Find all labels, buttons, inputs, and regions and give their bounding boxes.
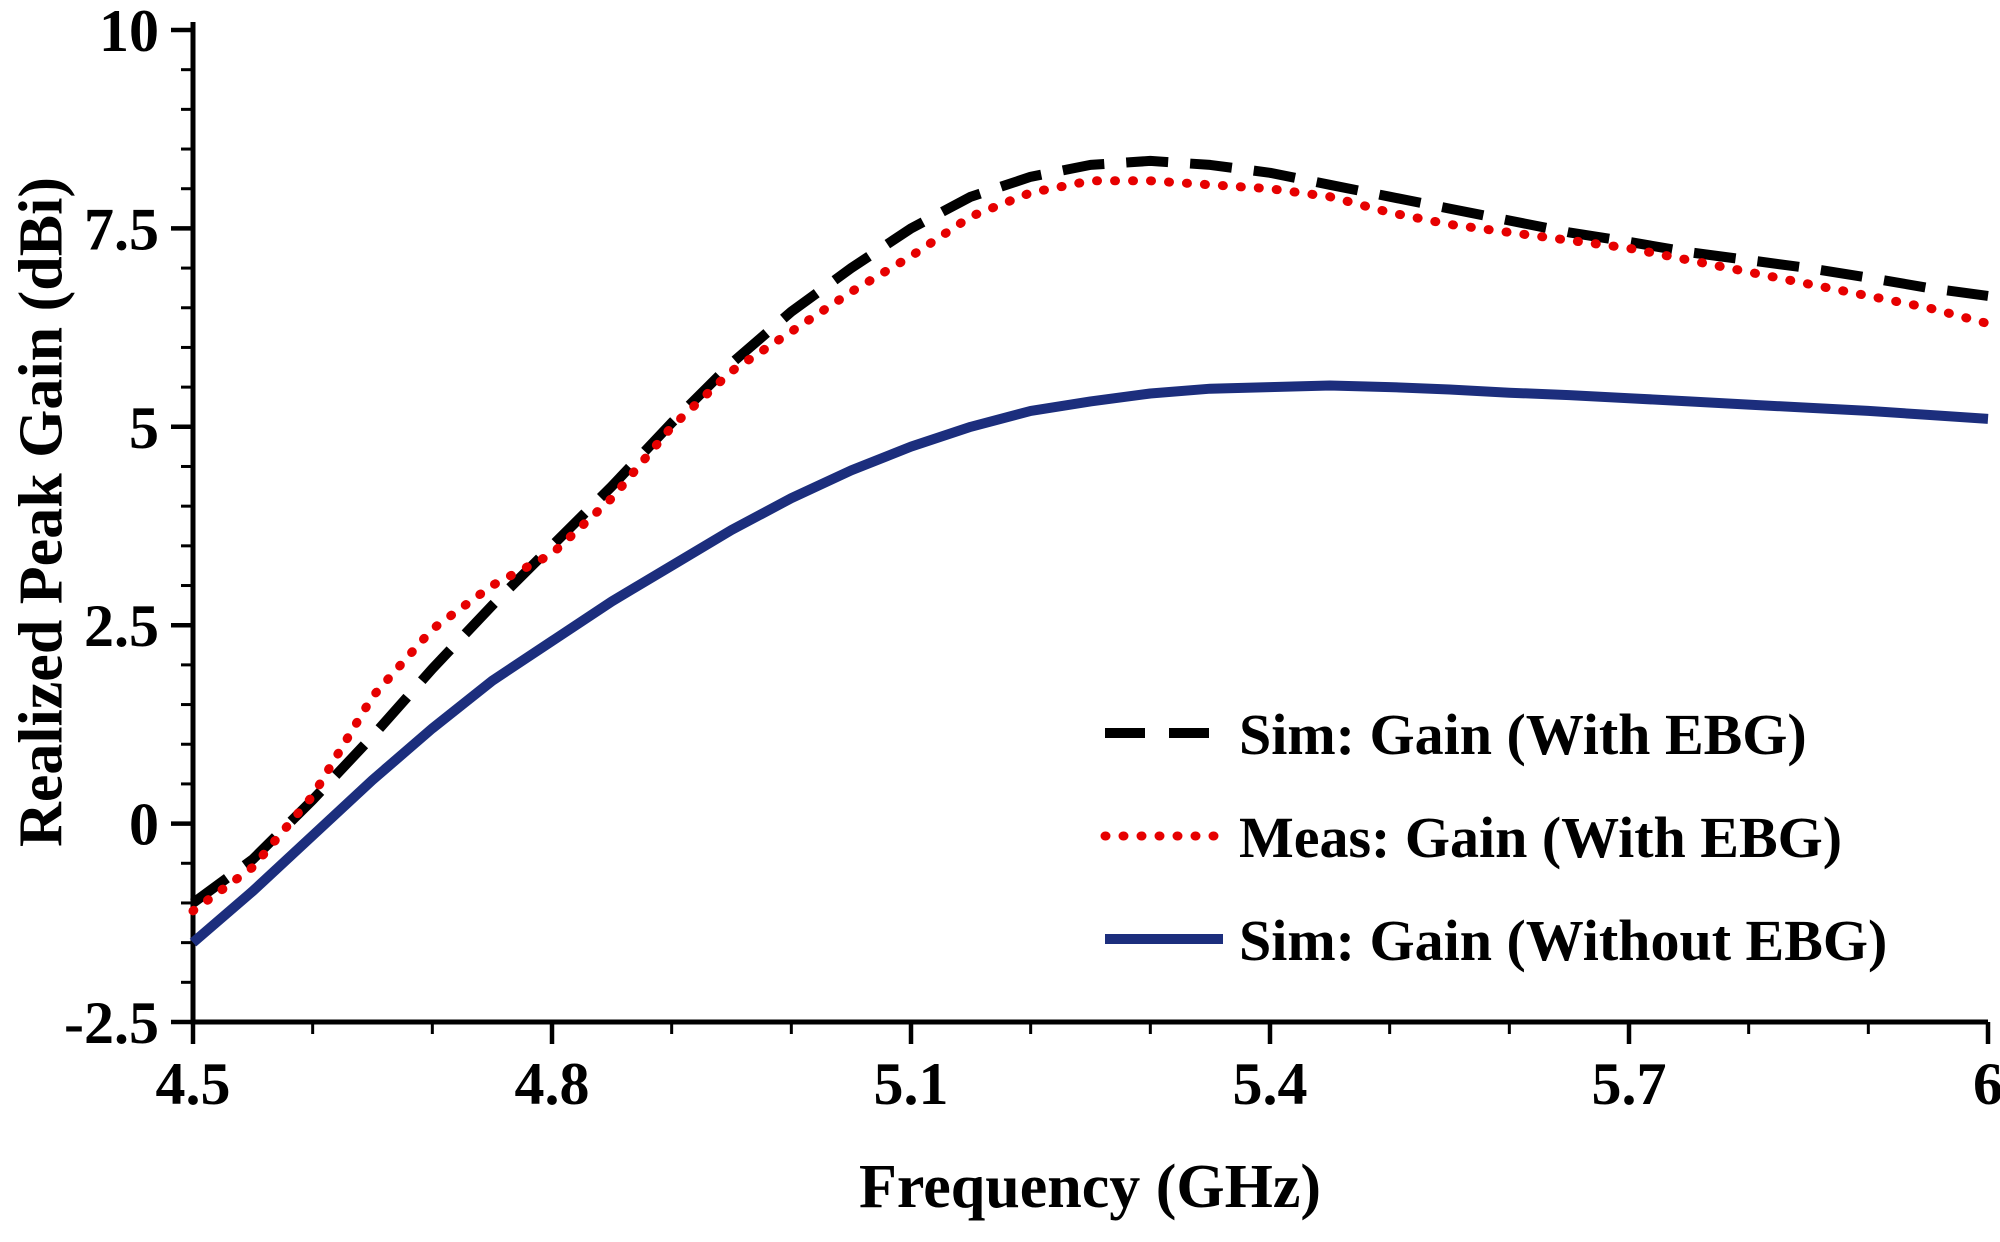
legend-label-2: Meas: Gain (With EBG) — [1239, 805, 1842, 870]
y-tick-label: -2.5 — [64, 990, 159, 1056]
y-tick-label: 10 — [99, 0, 159, 64]
y-axis-title: Realized Peak Gain (dBi) — [7, 177, 76, 847]
y-tick-label: 0 — [129, 792, 159, 858]
x-axis-title: Frequency (GHz) — [858, 1153, 1322, 1221]
legend-label-3: Sim: Gain (Without EBG) — [1239, 908, 1887, 973]
series-line-meas-gain-with-ebg — [188, 176, 1993, 916]
series-line-sim-gain-without-ebg — [189, 380, 1989, 947]
x-tick-label: 5.4 — [1233, 1051, 1308, 1117]
x-tick-label: 4.8 — [515, 1051, 590, 1117]
legend-label-1: Sim: Gain (With EBG) — [1239, 702, 1807, 767]
x-tick-label: 4.5 — [156, 1051, 231, 1117]
y-tick-label: 5 — [129, 395, 159, 461]
x-tick-label: 5.1 — [874, 1051, 949, 1117]
x-tick-label: 6 — [1973, 1051, 2000, 1117]
y-tick-label: 2.5 — [84, 593, 159, 659]
y-tick-label: 7.5 — [84, 196, 159, 262]
series-line-sim-gain-with-ebg — [190, 155, 1989, 908]
x-tick-label: 5.7 — [1592, 1051, 1667, 1117]
